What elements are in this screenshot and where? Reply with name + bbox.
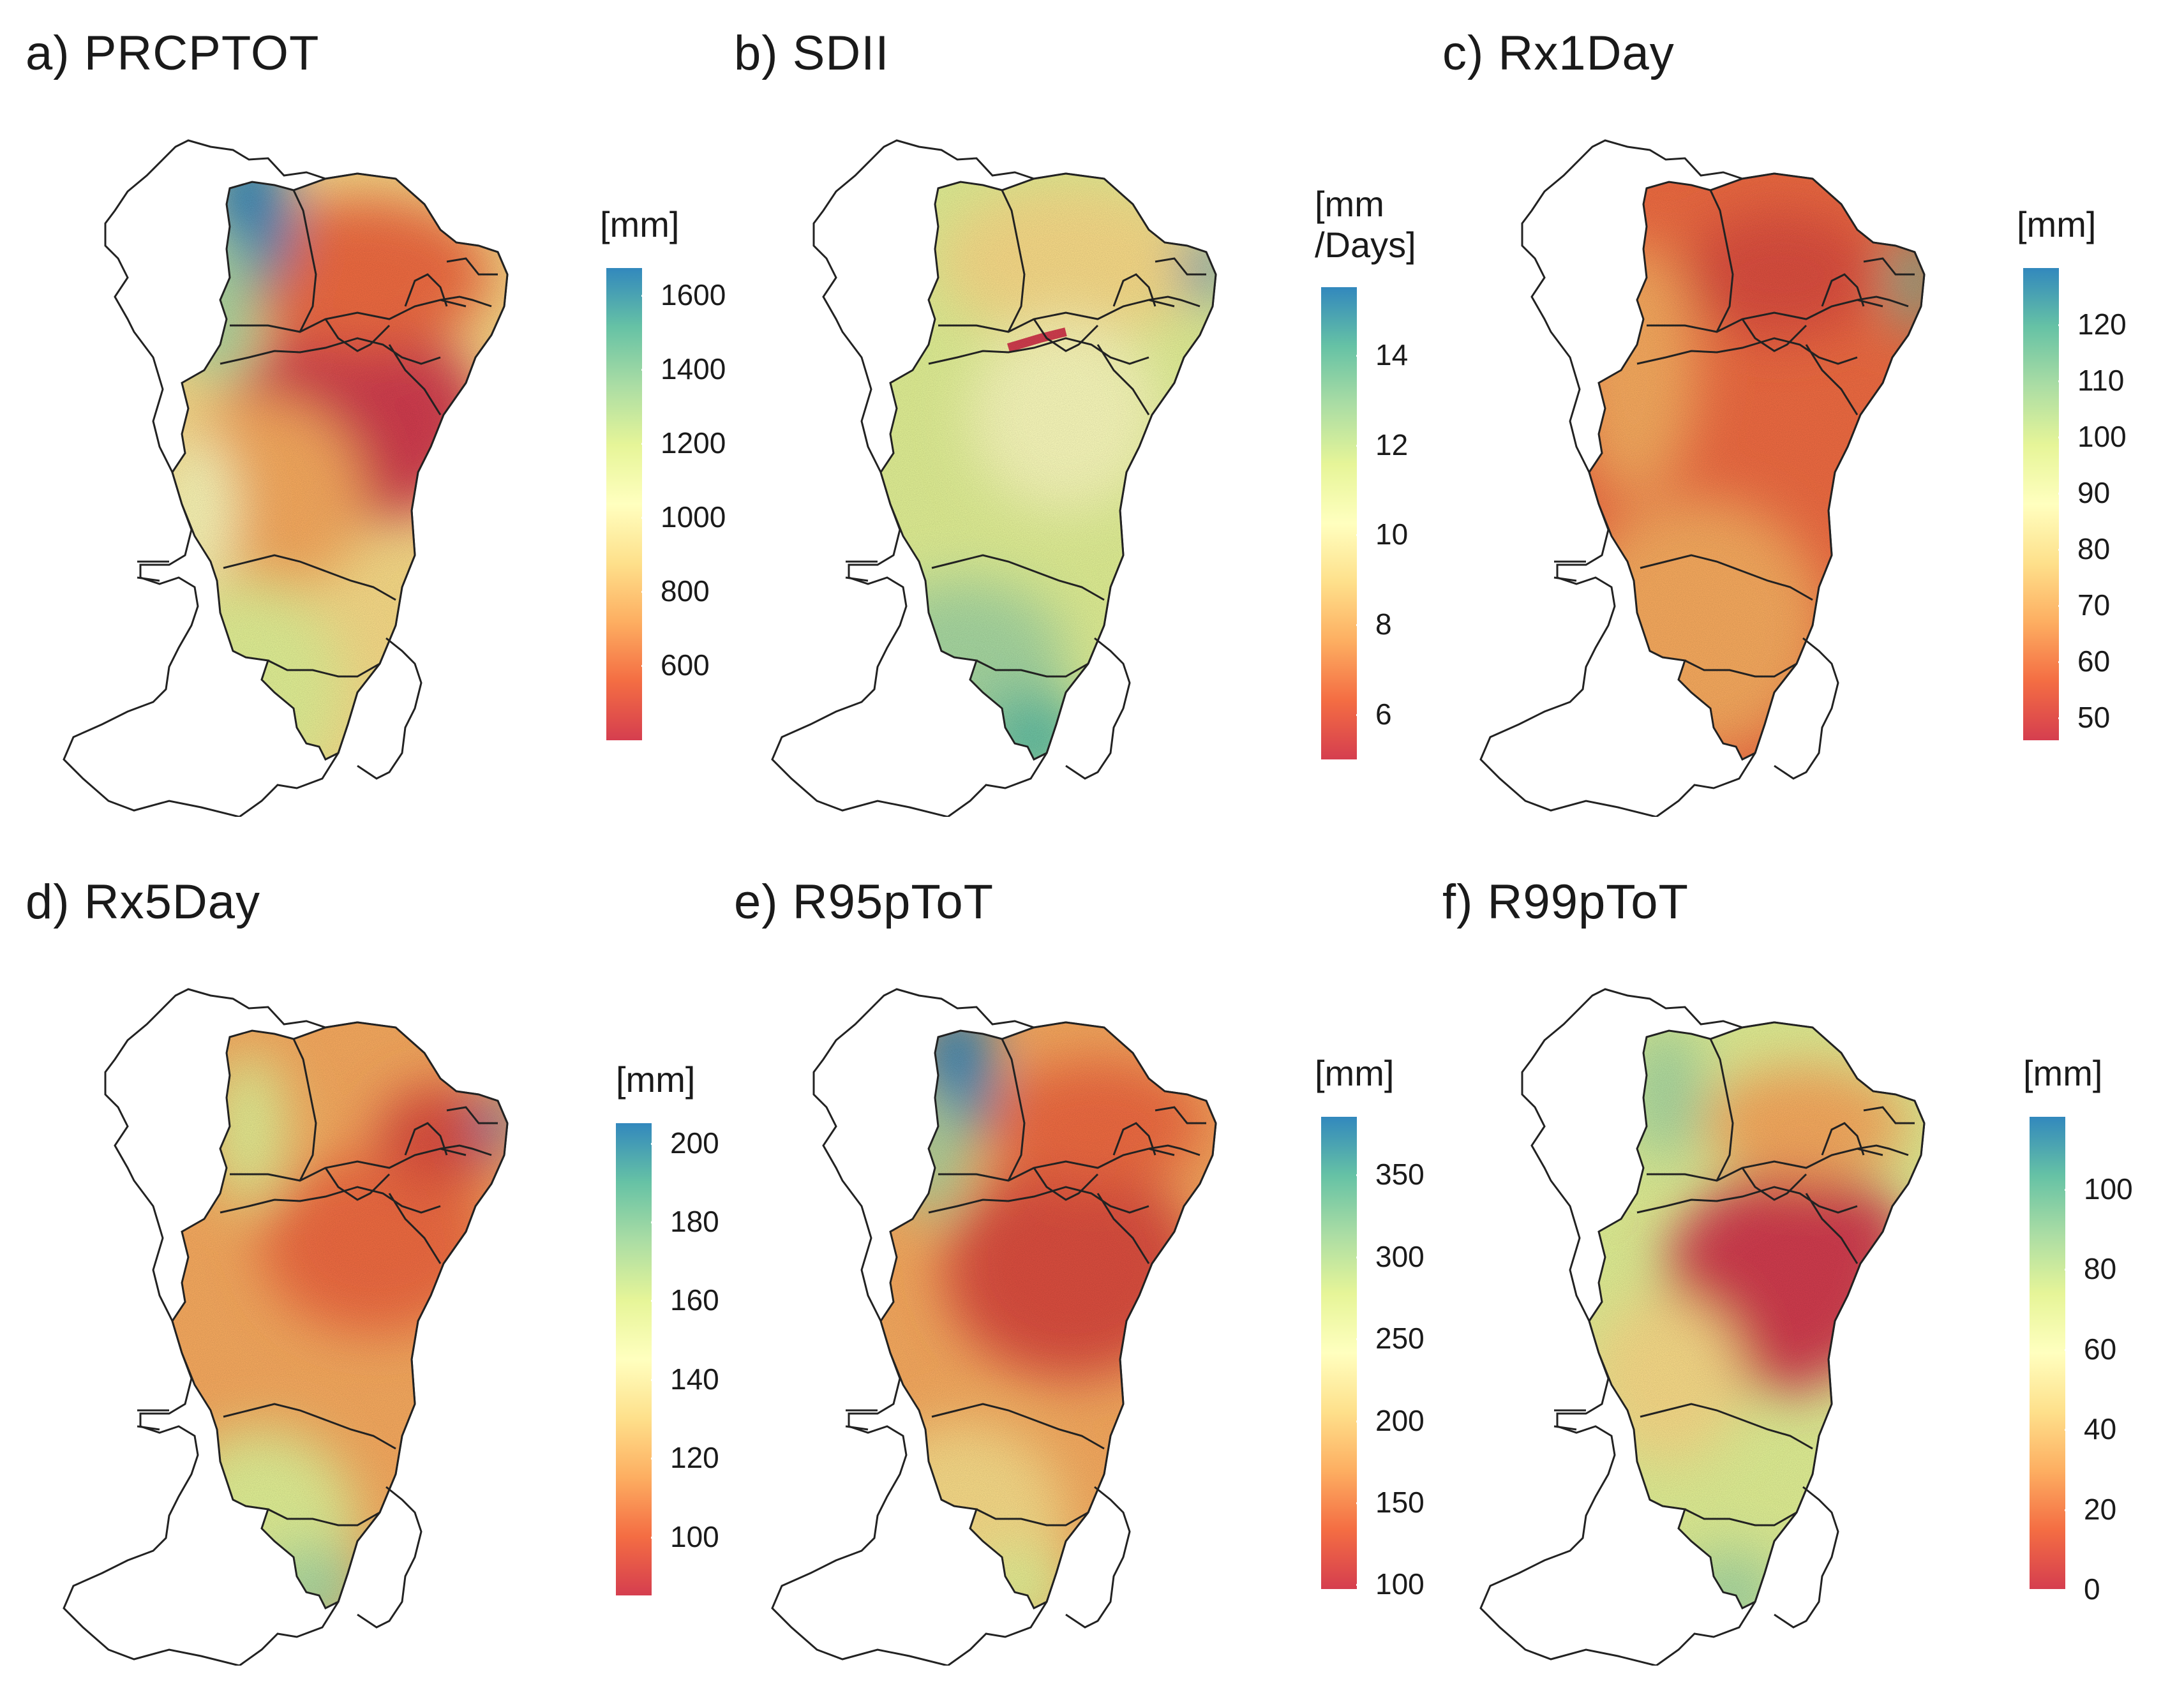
colorbar xyxy=(2023,268,2059,740)
colorbar-tick: 1000 xyxy=(641,500,726,534)
unit-line: /Days] xyxy=(1315,225,1416,265)
panel-title: f) R99pToT xyxy=(1442,875,1689,929)
colorbar-tick: 120 xyxy=(2058,308,2127,341)
colorbar-tick: 100 xyxy=(1356,1567,1425,1601)
panel-title: e) R95pToT xyxy=(734,875,994,929)
panel-e: e) R95pToT [mm] 350 300 250 200 150 100 xyxy=(734,868,1436,1685)
colorbar-tick: 1200 xyxy=(641,426,726,459)
colorbar xyxy=(616,1123,652,1595)
colorbar-tick: 0 xyxy=(2065,1572,2100,1606)
colorbar-tick: 70 xyxy=(2058,588,2111,622)
choropleth-map xyxy=(1479,139,1926,817)
colorbar-tick: 100 xyxy=(2058,420,2127,453)
colorbar xyxy=(1321,1117,1357,1589)
panel-title: c) Rx1Day xyxy=(1442,26,1675,80)
colorbar-tick: 600 xyxy=(641,648,710,682)
colorbar-unit: [mm] xyxy=(2017,204,2096,245)
unit-line: [mm] xyxy=(2017,204,2097,244)
unit-line: [mm xyxy=(1315,184,1384,224)
panel-title: a) PRCPTOT xyxy=(26,26,320,80)
colorbar-tick: 8 xyxy=(1356,608,1392,641)
colorbar xyxy=(606,268,642,740)
choropleth-map xyxy=(771,988,1217,1666)
colorbar xyxy=(1321,287,1357,759)
panel-b: b) SDII [mm /Days] 14 12 10 8 6 xyxy=(734,19,1436,836)
colorbar-tick: 140 xyxy=(651,1362,719,1396)
choropleth-map xyxy=(63,139,509,817)
unit-line: [mm] xyxy=(1315,1053,1395,1093)
colorbar-tick: 10 xyxy=(1356,518,1409,551)
choropleth-map xyxy=(1479,988,1926,1666)
colorbar-tick: 40 xyxy=(2064,1412,2117,1445)
colorbar-tick: 1400 xyxy=(641,352,726,385)
colorbar-unit: [mm] xyxy=(1315,1053,1394,1094)
colorbar-tick: 120 xyxy=(651,1441,719,1474)
colorbar-tick: 800 xyxy=(641,574,710,608)
colorbar xyxy=(2030,1117,2065,1589)
colorbar-tick: 300 xyxy=(1356,1240,1425,1273)
colorbar-tick: 12 xyxy=(1356,428,1409,461)
colorbar-tick: 80 xyxy=(2058,532,2111,565)
colorbar-tick: 160 xyxy=(651,1283,719,1317)
colorbar-tick: 110 xyxy=(2058,364,2125,397)
colorbar-tick: 150 xyxy=(1356,1486,1425,1519)
colorbar-tick: 200 xyxy=(1356,1404,1425,1437)
colorbar-tick: 100 xyxy=(2065,1172,2133,1206)
unit-line: [mm] xyxy=(600,204,680,244)
colorbar-unit: [mm] xyxy=(600,204,679,245)
colorbar-tick: 14 xyxy=(1356,338,1409,371)
unit-line: [mm] xyxy=(616,1059,696,1100)
colorbar-tick: 60 xyxy=(2058,645,2111,678)
colorbar-tick: 100 xyxy=(651,1520,719,1553)
colorbar-tick: 20 xyxy=(2064,1493,2117,1526)
colorbar-unit: [mm] xyxy=(616,1059,695,1100)
choropleth-map xyxy=(771,139,1217,817)
colorbar-unit: [mm] xyxy=(2023,1053,2102,1094)
panel-title: b) SDII xyxy=(734,26,890,80)
colorbar-tick: 250 xyxy=(1356,1322,1425,1355)
colorbar-tick: 1600 xyxy=(641,278,726,311)
colorbar-tick: 50 xyxy=(2058,701,2111,734)
panel-d: d) Rx5Day [mm] 200 180 160 140 120 100 xyxy=(26,868,728,1685)
panel-title: d) Rx5Day xyxy=(26,875,260,929)
unit-line: [mm] xyxy=(2023,1053,2103,1093)
panel-c: c) Rx1Day [mm] 120 110 100 90 80 70 60 5… xyxy=(1442,19,2144,836)
colorbar-tick: 90 xyxy=(2058,476,2111,509)
colorbar-tick: 60 xyxy=(2064,1332,2117,1366)
panel-f: f) R99pToT [mm] 100 80 60 40 20 0 xyxy=(1442,868,2144,1685)
colorbar-tick: 80 xyxy=(2064,1252,2117,1285)
colorbar-tick: 180 xyxy=(651,1205,719,1238)
colorbar-tick: 6 xyxy=(1356,698,1392,731)
choropleth-map xyxy=(63,988,509,1666)
colorbar-tick: 350 xyxy=(1356,1158,1425,1191)
panel-a: a) PRCPTOT [mm] 1600 1400 1200 xyxy=(26,19,728,836)
colorbar-unit: [mm /Days] xyxy=(1315,184,1416,265)
colorbar-tick: 200 xyxy=(651,1126,719,1160)
